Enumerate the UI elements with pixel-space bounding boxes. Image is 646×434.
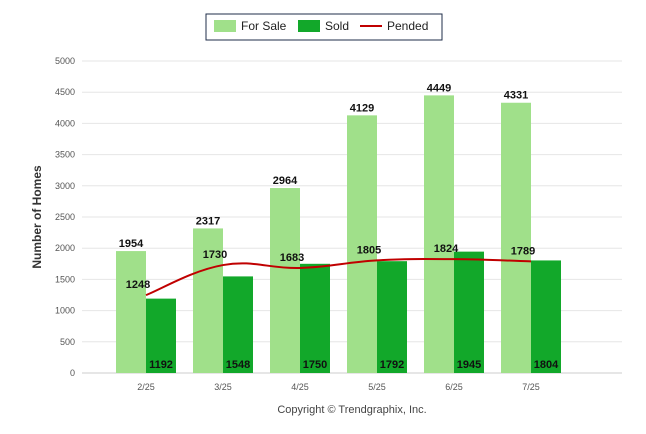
for-sale-bar bbox=[116, 251, 146, 373]
sold-bar bbox=[531, 260, 561, 373]
sold-bar bbox=[300, 263, 330, 373]
legend-swatch-for-sale bbox=[214, 20, 236, 32]
bars bbox=[116, 95, 561, 374]
sold-value-label: 1548 bbox=[226, 359, 250, 371]
sold-value-label: 1804 bbox=[534, 359, 559, 371]
legend-label: Sold bbox=[325, 19, 349, 33]
sold-bar bbox=[223, 276, 253, 373]
x-tick-label: 4/25 bbox=[291, 382, 309, 392]
legend-label: Pended bbox=[387, 19, 428, 33]
pended-value-label: 1683 bbox=[280, 252, 304, 264]
y-tick-label: 1000 bbox=[55, 306, 75, 316]
for-sale-bar bbox=[501, 102, 531, 373]
pended-value-label: 1805 bbox=[357, 244, 381, 256]
pended-value-label: 1824 bbox=[434, 243, 459, 255]
copyright-credit: Copyright © Trendgraphix, Inc. bbox=[277, 404, 426, 416]
y-tick-label: 1500 bbox=[55, 274, 75, 284]
for-sale-value-label: 4331 bbox=[504, 90, 528, 102]
y-axis-title: Number of Homes bbox=[30, 165, 44, 269]
legend-box bbox=[205, 13, 443, 41]
sold-value-label: 1192 bbox=[149, 359, 173, 371]
y-tick-label: 3000 bbox=[55, 181, 75, 191]
sold-bar bbox=[454, 251, 484, 373]
y-tick-label: 4500 bbox=[55, 87, 75, 97]
for-sale-value-label: 2964 bbox=[273, 175, 298, 187]
legend: For Sale Sold Pended bbox=[205, 13, 443, 41]
x-axis-ticks: 2/25 3/25 4/25 5/25 6/25 7/25 bbox=[137, 382, 540, 392]
sold-value-label: 1750 bbox=[303, 359, 327, 371]
sold-value-label: 1945 bbox=[457, 359, 481, 371]
for-sale-value-label: 4449 bbox=[427, 82, 451, 94]
y-axis-ticks: 0 500 1000 1500 2000 2500 3000 3500 4000 4500 5000 bbox=[55, 56, 75, 378]
sold-value-label: 1792 bbox=[380, 359, 404, 371]
for-sale-value-label: 2317 bbox=[196, 215, 220, 227]
y-tick-label: 2000 bbox=[55, 243, 75, 253]
pended-value-label: 1730 bbox=[203, 249, 227, 261]
for-sale-bar bbox=[270, 188, 300, 373]
pended-value-label: 1248 bbox=[126, 279, 150, 291]
x-tick-label: 2/25 bbox=[137, 382, 155, 392]
y-tick-label: 2500 bbox=[55, 212, 75, 222]
y-tick-label: 500 bbox=[60, 337, 75, 347]
x-tick-label: 3/25 bbox=[214, 382, 232, 392]
legend-label: For Sale bbox=[241, 19, 287, 33]
y-tick-label: 5000 bbox=[55, 56, 75, 66]
y-tick-label: 0 bbox=[70, 368, 75, 378]
pended-line bbox=[145, 258, 532, 297]
data-labels: 1954 1192 2317 1548 2964 1750 4129 1792 4449 1945… bbox=[119, 82, 559, 371]
for-sale-bar bbox=[424, 95, 454, 374]
pended-value-label: 1789 bbox=[511, 245, 535, 257]
x-tick-label: 6/25 bbox=[445, 382, 463, 392]
for-sale-value-label: 4129 bbox=[350, 102, 374, 114]
x-tick-label: 7/25 bbox=[522, 382, 540, 392]
sold-bar bbox=[377, 261, 407, 373]
x-tick-label: 5/25 bbox=[368, 382, 386, 392]
legend-swatch-sold bbox=[298, 20, 320, 32]
for-sale-value-label: 1954 bbox=[119, 238, 144, 250]
pended-line-path bbox=[145, 258, 532, 297]
for-sale-bar bbox=[347, 115, 377, 373]
y-tick-label: 3500 bbox=[55, 150, 75, 160]
for-sale-bar bbox=[193, 228, 223, 373]
y-tick-label: 4000 bbox=[55, 118, 75, 128]
sold-bar bbox=[146, 298, 176, 373]
